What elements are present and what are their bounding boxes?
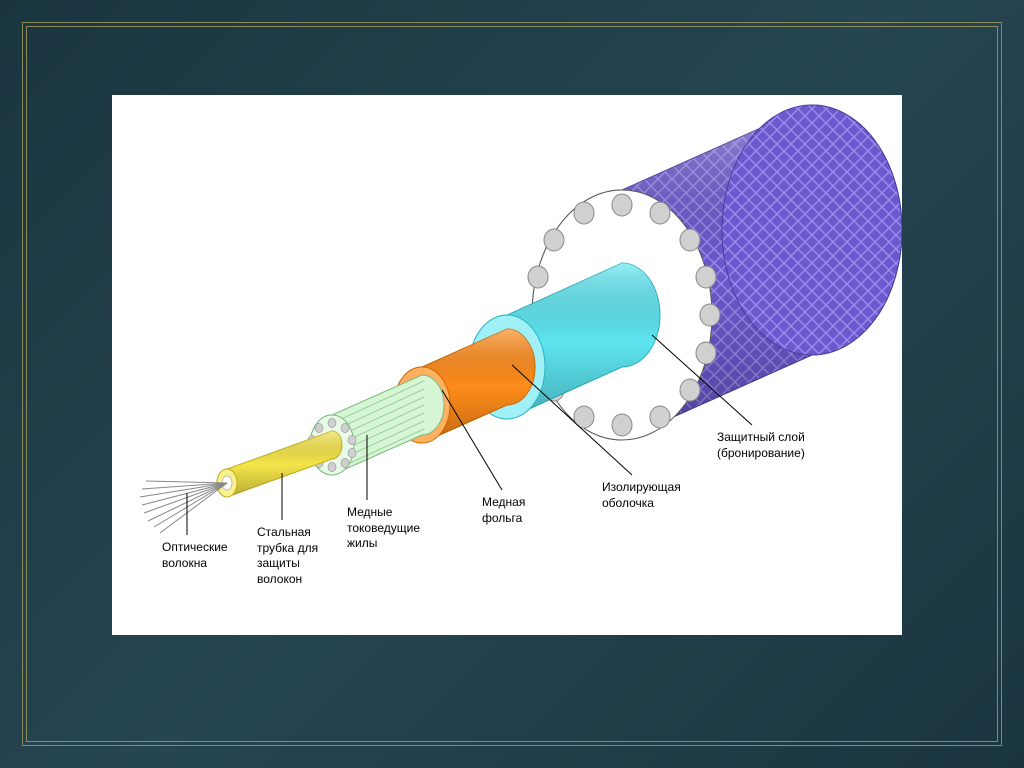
label-insulation: Изолирующаяоболочка (602, 480, 681, 511)
cable-diagram: Оптическиеволокна Стальнаятрубка длязащи… (112, 95, 902, 635)
label-copper-conductors: Медныетоковедущиежилы (347, 505, 420, 552)
label-copper-conductors-text: Медныетоковедущиежилы (347, 505, 420, 550)
label-protection: Защитный слой(бронирование) (717, 430, 805, 461)
label-steel-tube: Стальнаятрубка длязащитыволокон (257, 525, 318, 587)
label-copper-foil: Меднаяфольга (482, 495, 525, 526)
label-copper-foil-text: Меднаяфольга (482, 495, 525, 525)
label-steel-tube-text: Стальнаятрубка длязащитыволокон (257, 525, 318, 586)
label-insulation-text: Изолирующаяоболочка (602, 480, 681, 510)
optical-fibers (140, 481, 227, 533)
label-fiber-text: Оптическиеволокна (162, 540, 228, 570)
label-protection-text: Защитный слой(бронирование) (717, 430, 805, 460)
cable-svg (112, 95, 902, 635)
label-fiber: Оптическиеволокна (162, 540, 228, 571)
